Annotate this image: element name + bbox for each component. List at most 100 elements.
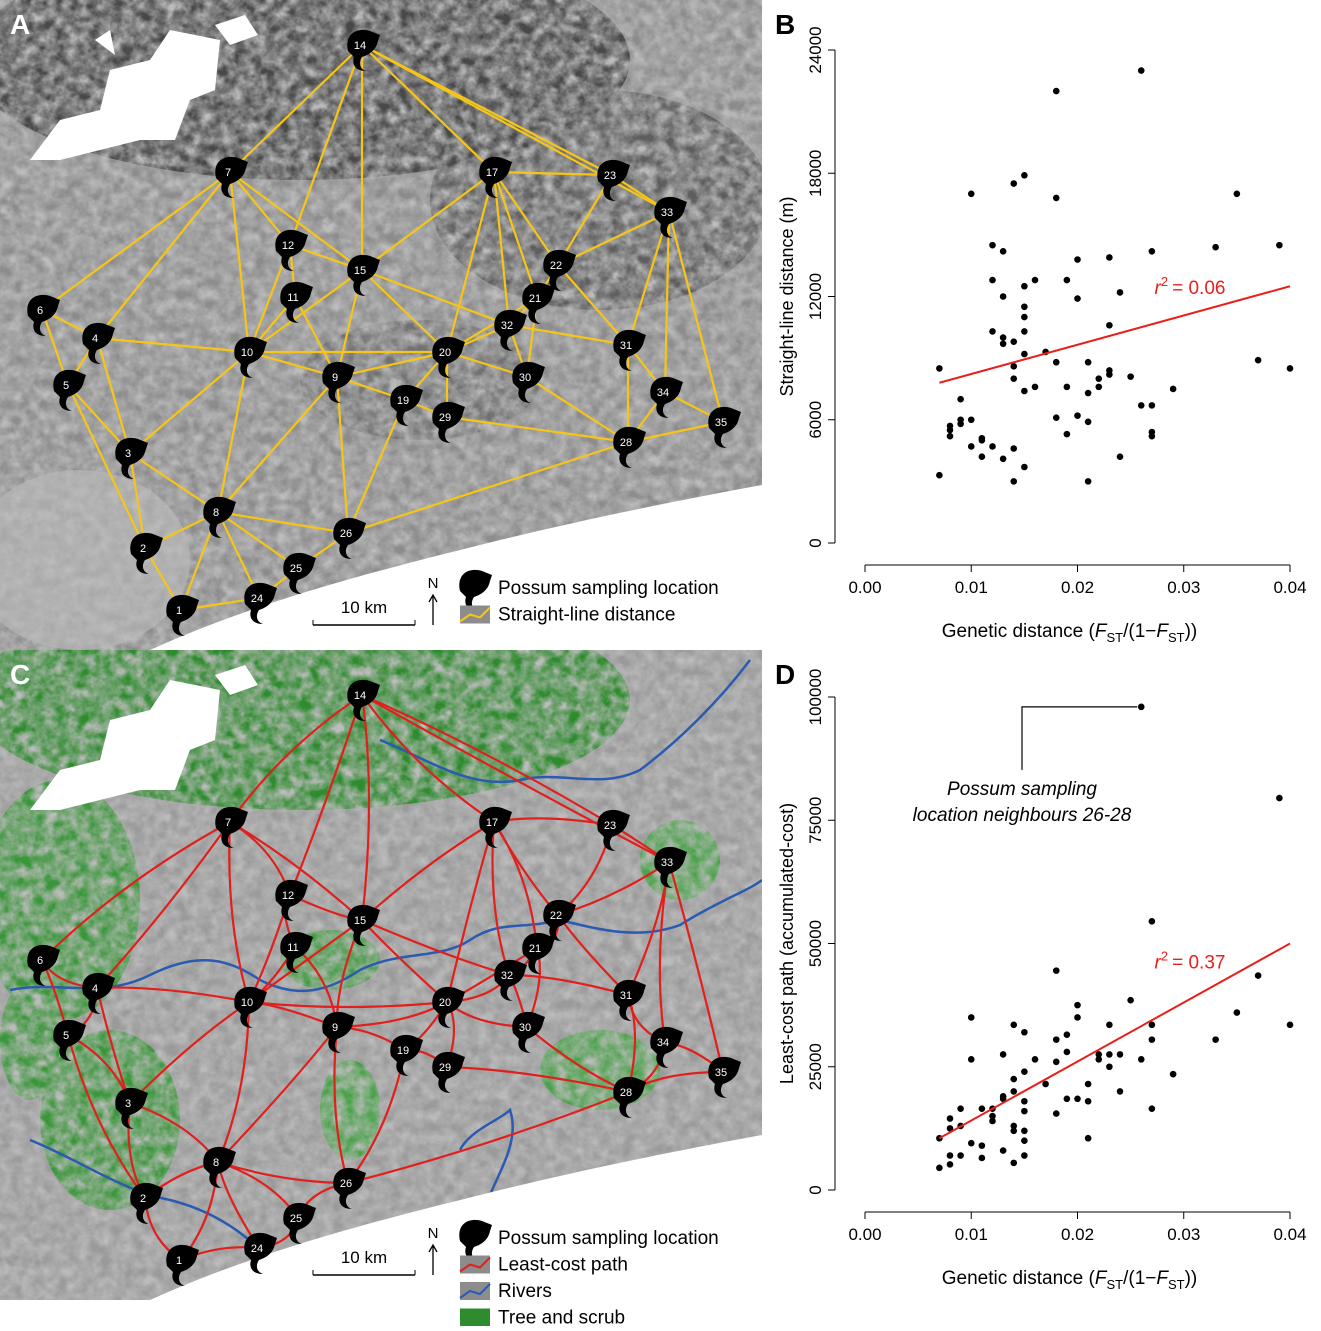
data-point: [1010, 445, 1017, 452]
x-axis-title-part: )): [1185, 621, 1198, 642]
data-point: [1106, 371, 1113, 378]
data-point: [1117, 1088, 1124, 1095]
x-axis-title-part: Genetic distance (: [942, 621, 1096, 642]
site-label: 34: [657, 387, 669, 399]
x-tick-label: 0.00: [848, 578, 881, 597]
data-point: [1010, 180, 1017, 187]
site-label: 32: [501, 320, 513, 332]
data-point: [1170, 386, 1177, 393]
data-point: [957, 1105, 964, 1112]
data-point: [968, 443, 975, 450]
data-point: [1021, 1152, 1028, 1159]
legend-swatch: [460, 606, 490, 624]
data-point: [1085, 390, 1092, 397]
scale-label: 10 km: [341, 598, 387, 617]
data-point: [1021, 388, 1028, 395]
data-point: [1032, 277, 1039, 284]
data-point: [1127, 997, 1134, 1004]
site-label: 2: [140, 543, 146, 555]
data-point: [1095, 1056, 1102, 1063]
site-label: 10: [241, 997, 253, 1009]
site-label: 4: [92, 983, 98, 995]
site-label: 23: [604, 820, 616, 832]
data-point: [1149, 402, 1156, 409]
y-axis-title: Least-cost path (accumulated-cost): [777, 803, 797, 1084]
site-label: 12: [282, 240, 294, 252]
x-tick-label: 0.04: [1273, 578, 1306, 597]
data-point: [1010, 478, 1017, 485]
site-label: 30: [519, 372, 531, 384]
data-point: [1212, 244, 1219, 251]
x-tick-label: 0.01: [955, 578, 988, 597]
data-point: [1021, 1108, 1028, 1115]
data-point: [968, 416, 975, 423]
x-axis-title-part: ST: [1106, 1277, 1123, 1292]
site-label: 24: [251, 593, 263, 605]
data-point: [1234, 1009, 1241, 1016]
site-label: 33: [661, 857, 673, 869]
data-point: [1021, 172, 1028, 179]
annotation-leader: [1022, 707, 1137, 770]
data-point: [1138, 67, 1145, 74]
site-label: 26: [340, 1178, 352, 1190]
data-point: [1021, 328, 1028, 335]
data-point: [1000, 248, 1007, 255]
data-point: [1000, 293, 1007, 300]
site-label: 34: [657, 1037, 669, 1049]
data-point: [1021, 1128, 1028, 1135]
site-label: 14: [354, 40, 366, 52]
data-point: [1074, 1095, 1081, 1102]
data-point: [936, 365, 943, 372]
data-point: [1170, 1071, 1177, 1078]
legend-label: Straight-line distance: [498, 605, 675, 626]
site-label: 33: [661, 207, 673, 219]
data-point: [947, 1152, 954, 1159]
r-squared-label: r2= 0.06: [1155, 274, 1226, 299]
x-axis-title-part: /(1−: [1123, 1268, 1156, 1289]
data-point: [957, 396, 964, 403]
x-tick-label: 0.03: [1167, 578, 1200, 597]
site-label: 21: [529, 293, 541, 305]
x-tick-label: 0.00: [848, 1225, 881, 1244]
panel-label: D: [775, 659, 795, 690]
panel-label: A: [10, 9, 30, 40]
r-exponent: 2: [1161, 274, 1168, 289]
data-point: [947, 1161, 954, 1168]
y-axis-title: Straight-line distance (m): [777, 196, 797, 396]
site-label: 9: [332, 372, 338, 384]
site-label: 10: [241, 347, 253, 359]
x-axis-title-part: ST: [1168, 630, 1185, 645]
data-point: [1074, 1014, 1081, 1021]
site-label: 22: [550, 910, 562, 922]
legend-swatch: [460, 1256, 490, 1274]
site-label: 20: [439, 347, 451, 359]
data-point: [979, 1105, 986, 1112]
site-label: 30: [519, 1022, 531, 1034]
data-point: [989, 277, 996, 284]
data-point: [1276, 795, 1283, 802]
data-point: [1010, 1160, 1017, 1167]
site-label: 29: [439, 412, 451, 424]
data-point: [1053, 195, 1060, 202]
data-point: [1021, 464, 1028, 471]
x-axis-title-part: )): [1185, 1268, 1198, 1289]
site-label: 7: [225, 817, 231, 829]
x-tick-label: 0.02: [1061, 578, 1094, 597]
data-point: [1010, 1088, 1017, 1095]
y-tick-label: 12000: [806, 273, 825, 320]
data-point: [1149, 1105, 1156, 1112]
legend-label: Possum sampling location: [498, 578, 719, 599]
data-point: [968, 1014, 975, 1021]
panel-label: B: [775, 9, 795, 40]
site-label: 15: [354, 915, 366, 927]
map-a: [0, 0, 770, 650]
data-point: [1106, 1051, 1113, 1058]
site-label: 35: [715, 417, 727, 429]
data-point: [1095, 375, 1102, 382]
data-point: [1000, 1093, 1007, 1100]
legend-label: Tree and scrub: [498, 1308, 625, 1327]
site-label: 4: [92, 333, 98, 345]
data-point: [968, 1140, 975, 1147]
y-tick-label: 75000: [806, 797, 825, 844]
data-point: [1053, 1036, 1060, 1043]
